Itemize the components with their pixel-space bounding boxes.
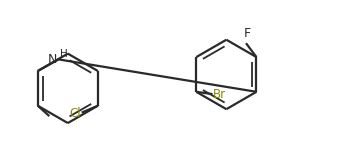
Text: F: F	[244, 27, 251, 40]
Text: Cl: Cl	[69, 107, 81, 120]
Text: N: N	[48, 53, 57, 66]
Text: H: H	[60, 49, 67, 59]
Text: Br: Br	[213, 88, 226, 101]
